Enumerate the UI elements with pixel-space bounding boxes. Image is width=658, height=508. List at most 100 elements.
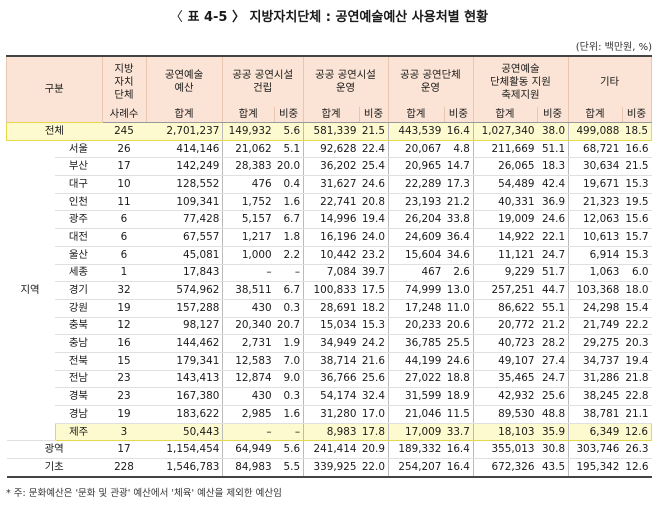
- table-cell: 17,009: [387, 422, 445, 442]
- table-cell: –: [274, 264, 304, 283]
- table-cell: 7.0: [274, 352, 304, 371]
- sub-sum: 합계: [568, 107, 623, 123]
- sub-ratio: 비중: [443, 107, 474, 123]
- table-cell: 103,368: [568, 281, 623, 300]
- table-cell: 43.5: [537, 458, 569, 478]
- table-cell: 2.6: [444, 264, 474, 283]
- header-facility-build: 공공 공연시설 건립: [222, 55, 305, 107]
- table-cell: 42.4: [537, 175, 569, 194]
- table-cell: 21.1: [622, 405, 652, 424]
- table-cell: 672,326: [472, 458, 538, 478]
- table-cell: 8,983: [303, 422, 360, 442]
- table-cell: 36,785: [387, 334, 445, 353]
- table-cell: 142,249: [146, 157, 223, 177]
- table-cell: 68,721: [568, 140, 623, 159]
- table-cell: 32.4: [359, 387, 389, 406]
- table-cell: 38,714: [303, 352, 360, 371]
- table-cell: 36.4: [444, 228, 474, 247]
- table-cell: 51.7: [537, 264, 569, 283]
- row-region-label: 경북: [55, 387, 103, 406]
- table-cell: 0.3: [274, 299, 304, 318]
- table-cell: 15: [102, 352, 147, 371]
- table-cell: 24.0: [359, 228, 389, 247]
- table-cell: 86,622: [472, 299, 538, 318]
- table-cell: 18.8: [444, 370, 474, 389]
- table-cell: 26,204: [387, 210, 445, 230]
- table-cell: 16.6: [622, 140, 652, 159]
- table-cell: 21,323: [568, 193, 623, 212]
- table-cell: 23: [102, 387, 147, 406]
- table-cell: 17.3: [444, 175, 474, 194]
- table-cell: 31,286: [568, 370, 623, 389]
- row-region-label: 울산: [55, 246, 103, 265]
- table-cell: 9.0: [274, 370, 304, 389]
- row-region-label: 제주: [54, 422, 103, 442]
- table-cell: 1.6: [274, 405, 304, 424]
- table-cell: 257,251: [472, 281, 538, 300]
- table-cell: 21.8: [622, 370, 652, 389]
- table-row: 기초 228 1,546,783 84,983 5.5 339,925 22.0 254,20…: [6, 458, 652, 478]
- table-row: 강원 19 157,288 430 0.3 28,691 18.2 17,248 11.0 86,…: [7, 299, 652, 318]
- table-cell: 14,922: [472, 228, 538, 247]
- table-cell: 6: [102, 210, 147, 230]
- table-cell: 30.8: [537, 440, 569, 460]
- header-budget: 공연예술 예산: [145, 55, 224, 107]
- table-cell: 22.1: [537, 228, 569, 247]
- table-cell: 32: [102, 281, 147, 300]
- table-title: 〈 표 4-5 〉 지방자치단체 : 공연예술예산 사용처별 현황: [169, 10, 489, 25]
- row-region-label: 대구: [55, 175, 103, 194]
- table-cell: 414,146: [146, 140, 223, 159]
- table-cell: 15.6: [622, 210, 652, 230]
- table-cell: 1,546,783: [146, 458, 223, 478]
- table-cell: 44,199: [387, 352, 445, 371]
- table-cell: 26,065: [472, 157, 538, 177]
- table-row: 전북 15 179,341 12,583 7.0 38,714 21.6 44,199 24.6…: [7, 352, 652, 371]
- table-cell: 21,046: [387, 405, 445, 424]
- table-cell: 54,174: [303, 387, 360, 406]
- table-cell: 20.7: [274, 317, 304, 336]
- table-cell: 18.0: [622, 281, 652, 300]
- table-cell: 245: [102, 122, 147, 141]
- table-cell: 2,985: [222, 405, 275, 424]
- table-cell: 20.3: [622, 334, 652, 353]
- table-cell: 24.6: [359, 175, 389, 194]
- table-cell: 339,925: [303, 458, 360, 478]
- table-cell: 195,342: [568, 458, 623, 478]
- row-region-label: 충남: [55, 334, 103, 353]
- table-cell: 476: [222, 175, 275, 194]
- table-cell: 20,772: [472, 317, 538, 336]
- table-cell: 25.6: [537, 387, 569, 406]
- table-row: 인천 11 109,341 1,752 1.6 22,741 20.8 23,193 21.2 4…: [7, 193, 652, 212]
- table-cell: 10: [102, 175, 147, 194]
- row-region-label: 인천: [55, 193, 103, 212]
- table-cell: 55.1: [537, 299, 569, 318]
- table-cell: 40,723: [472, 334, 538, 353]
- table-cell: 19: [102, 405, 147, 424]
- table-cell: 22.4: [359, 140, 389, 159]
- table-cell: 21.6: [359, 352, 389, 371]
- budget-table: 구분 지방 자치 단체 공연예술 예산 공공 공연시설 건립 공공 공연시설 운…: [5, 55, 653, 478]
- table-cell: 2,701,237: [146, 122, 223, 141]
- table-cell: 17.0: [359, 405, 389, 424]
- header-gubun: 구분: [5, 55, 104, 123]
- table-row: 세종 1 17,843– –7,084 39.7 467 2.6 9,229 51.7 1,063…: [7, 264, 652, 283]
- table-row: 제주 3 50,443– –8,983 17.8 17,009 33.7 18,103 35.9…: [7, 422, 653, 442]
- table-cell: 2.2: [274, 246, 304, 265]
- table-cell: 6,349: [568, 422, 623, 442]
- table-cell: 34,949: [303, 334, 360, 353]
- table-cell: 12.6: [622, 458, 652, 478]
- table-cell: 19,009: [472, 210, 538, 230]
- table-cell: 31,627: [303, 175, 360, 194]
- table-cell: 18.2: [359, 299, 389, 318]
- table-row: 전체 245 2,701,237 149,932 5.6 581,339 21.5 443,5…: [5, 122, 653, 141]
- row-group-label: 기초: [6, 458, 103, 478]
- table-cell: 19.4: [622, 352, 652, 371]
- table-cell: 18,103: [472, 422, 538, 442]
- table-cell: 31,280: [303, 405, 360, 424]
- table-cell: 67,557: [146, 228, 223, 247]
- table-cell: 17: [102, 157, 147, 177]
- table-cell: 42,932: [472, 387, 538, 406]
- table-cell: 10,613: [568, 228, 623, 247]
- table-cell: 21.2: [444, 193, 474, 212]
- table-row: 광역 17 1,154,454 64,949 5.6 241,414 20.9 189,332…: [6, 440, 652, 460]
